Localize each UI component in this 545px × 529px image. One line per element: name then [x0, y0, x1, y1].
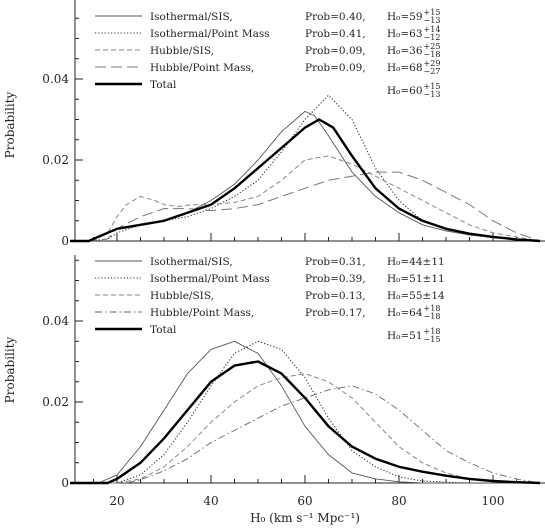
legend-h0-1: H₀=63 [387, 28, 423, 40]
legend-h0-0: H₀=59 [387, 11, 423, 23]
legend-h0-4: H₀=60 [387, 85, 423, 97]
series-line-2 [70, 155, 541, 242]
series-line-4 [70, 118, 541, 243]
legend-h0-2: H₀=55±14 [387, 290, 445, 302]
legend-label-4: Total [150, 324, 177, 336]
series-line-2 [70, 373, 541, 484]
legend-label-3: Hubble/Point Mass, [150, 62, 254, 74]
x-tick-label: 60 [297, 494, 312, 508]
y-tick-label: 0.04 [42, 314, 69, 328]
x-tick-label: 80 [391, 494, 406, 508]
series-line-0 [70, 340, 540, 484]
legend-h0-err-up-0: +15 [424, 8, 441, 17]
legend-label-3: Hubble/Point Mass, [150, 307, 254, 319]
legend-h0-err-down-1: −12 [424, 33, 441, 42]
legend-h0-2: H₀=36 [387, 45, 423, 57]
legend-h0-1: H₀=51±11 [387, 273, 445, 285]
legend-label-0: Isothermal/SIS, [150, 256, 233, 268]
series-line-1 [70, 94, 541, 242]
x-tick-label: 20 [109, 494, 124, 508]
series-line-4 [70, 360, 541, 485]
legend-h0-err-up-3: +18 [424, 304, 441, 313]
legend-label-0: Isothermal/SIS, [150, 11, 233, 23]
legend-prob-2: Prob=0.09, [305, 45, 366, 57]
legend-h0-4: H₀=51 [387, 330, 423, 342]
y-axis-label: Probability [3, 336, 17, 403]
panel-top: 0 0.02 0.04 Probability Isothermal/SIS, Prob=… [3, 0, 545, 248]
legend-prob-1: Prob=0.41, [305, 28, 366, 40]
legend-h0-err-up-4: +15 [424, 82, 441, 91]
legend-h0-err-down-0: −13 [424, 16, 441, 25]
legend-label-2: Hubble/SIS, [150, 45, 214, 57]
legend-prob-0: Prob=0.40, [305, 11, 366, 23]
legend-h0-3: H₀=68 [387, 62, 423, 74]
legend-h0-err-down-4: −13 [424, 90, 441, 99]
x-tick-label: 40 [203, 494, 218, 508]
legend-prob-2: Prob=0.13, [305, 290, 366, 302]
legend-h0-err-up-3: +29 [424, 59, 441, 68]
series-line-3 [70, 171, 541, 242]
y-axis-label: Probability [3, 91, 17, 158]
legend-h0-err-down-3: −18 [424, 312, 441, 321]
y-tick-label: 0.02 [42, 395, 69, 409]
y-tick-label: 0.02 [42, 153, 69, 167]
series-line-0 [70, 110, 541, 242]
legend-h0-err-down-4: −15 [424, 335, 441, 344]
y-tick-label: 0.04 [42, 72, 69, 86]
legend-h0-3: H₀=64 [387, 307, 423, 319]
legend-prob-3: Prob=0.17, [305, 307, 366, 319]
panel-bottom: 0 0.02 0.04 20 40 60 80 100 Probability H₀ (km s⁻… [3, 255, 545, 525]
legend-label-2: Hubble/SIS, [150, 290, 214, 302]
legend-h0-err-up-4: +18 [424, 327, 441, 336]
y-tick-label: 0 [61, 234, 69, 248]
x-tick-label: 100 [482, 494, 505, 508]
y-tick-label: 0 [61, 476, 69, 490]
legend-prob-1: Prob=0.39, [305, 273, 366, 285]
legend-h0-err-down-2: −18 [424, 50, 441, 59]
series-line-3 [70, 385, 541, 484]
legend-h0-0: H₀=44±11 [387, 256, 445, 268]
legend-label-1: Isothermal/Point Mass [150, 273, 270, 285]
x-axis-label: H₀ (km s⁻¹ Mpc⁻¹) [250, 511, 360, 525]
legend-h0-err-down-3: −27 [424, 67, 441, 76]
legend-label-1: Isothermal/Point Mass [150, 28, 270, 40]
legend-prob-0: Prob=0.31, [305, 256, 366, 268]
legend-h0-err-up-1: +14 [424, 25, 441, 34]
legend-label-4: Total [150, 79, 177, 91]
legend-h0-err-up-2: +25 [424, 42, 441, 51]
legend-prob-3: Prob=0.09, [305, 62, 366, 74]
